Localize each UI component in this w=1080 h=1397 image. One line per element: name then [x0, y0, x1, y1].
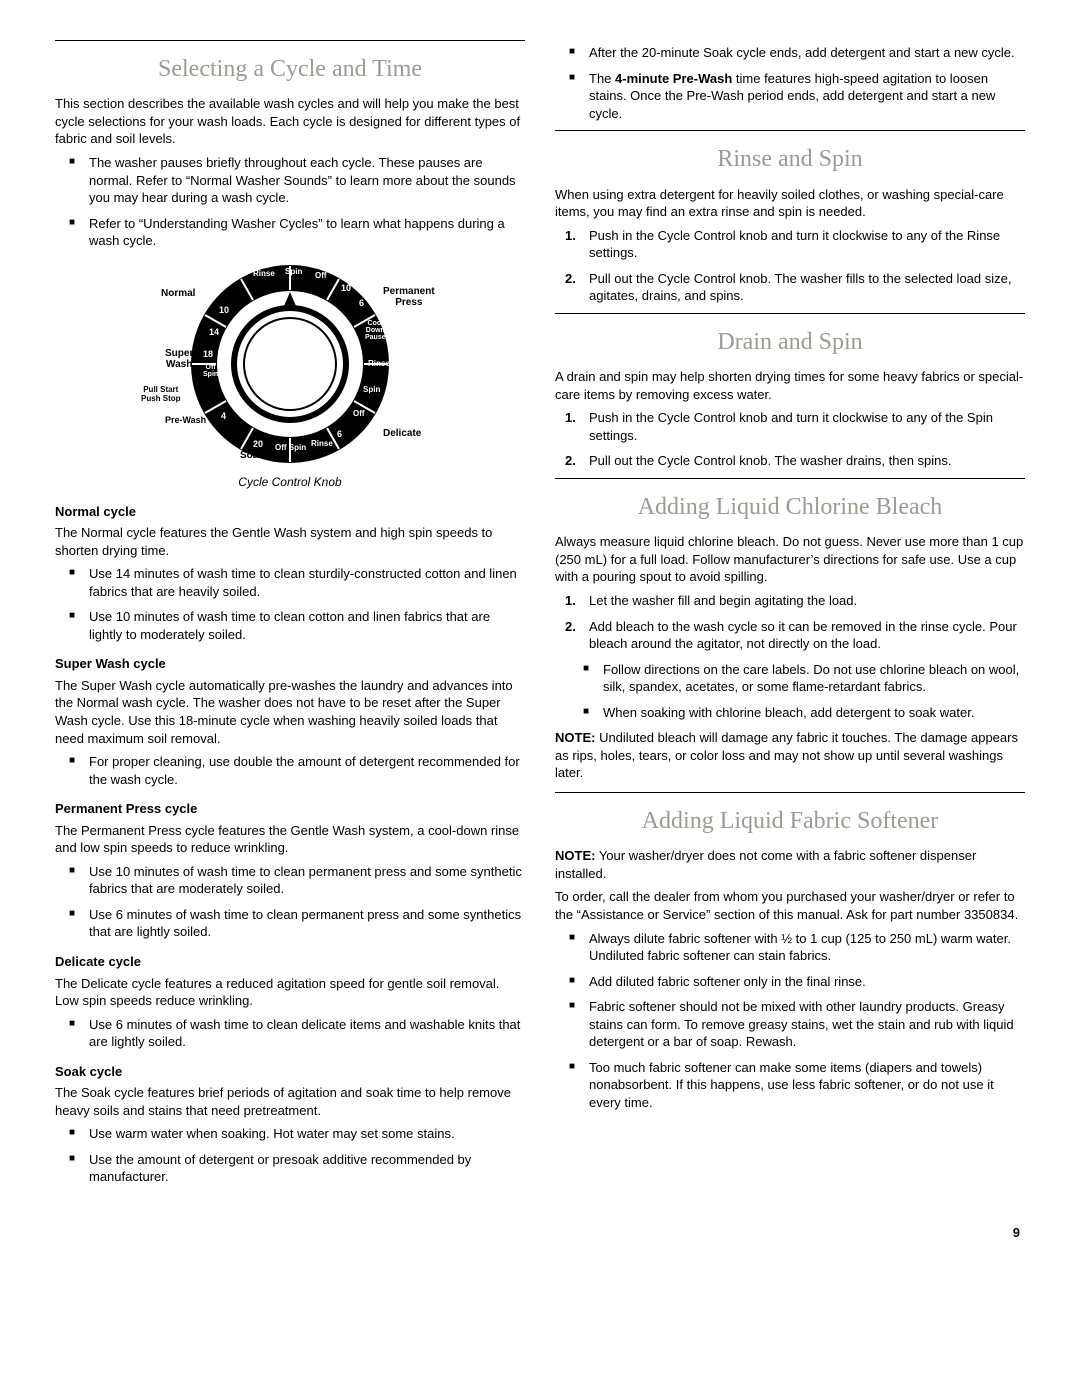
bleach-note: NOTE: Undiluted bleach will damage any f… [555, 729, 1025, 782]
dial-arc: Cool Down Pause [365, 320, 386, 341]
intro-bullets: The washer pauses briefly throughout eac… [55, 154, 525, 250]
page: Selecting a Cycle and Time This section … [0, 0, 1080, 1224]
cycle-heading: Delicate cycle [55, 953, 525, 971]
section-title-rinse-spin: Rinse and Spin [555, 143, 1025, 175]
section-title-drain-spin: Drain and Spin [555, 326, 1025, 358]
dial-arc: Spin [285, 268, 302, 277]
list-item: Fabric softener should not be mixed with… [555, 998, 1025, 1051]
list-item: Pull out the Cycle Control knob. The was… [555, 452, 1025, 470]
softener-bullets: Always dilute fabric softener with ½ to … [555, 930, 1025, 1112]
cycle-heading: Normal cycle [55, 503, 525, 521]
dial-arc: Rinse [368, 360, 390, 369]
rule [555, 478, 1025, 479]
section-para: When using extra detergent for heavily s… [555, 186, 1025, 221]
cycle-control-dial: Normal Super Wash Pull Start Push Stop P… [125, 264, 455, 464]
cycle-bullets: Use 6 minutes of wash time to clean deli… [55, 1016, 525, 1051]
list-item: Use 10 minutes of wash time to clean cot… [55, 608, 525, 643]
list-item: For proper cleaning, use double the amou… [55, 753, 525, 788]
dial-arc: Rinse [311, 440, 333, 449]
cycle-heading: Super Wash cycle [55, 655, 525, 673]
rule [555, 313, 1025, 314]
intro-bullet: The washer pauses briefly throughout eac… [55, 154, 525, 207]
list-item: Use 14 minutes of wash time to clean stu… [55, 565, 525, 600]
dial-arc: 10 [341, 284, 351, 294]
dial-arc: 20 [253, 440, 263, 450]
cycle-heading: Permanent Press cycle [55, 800, 525, 818]
list-item: Use the amount of detergent or presoak a… [55, 1151, 525, 1186]
drain-spin-steps: Push in the Cycle Control knob and turn … [555, 409, 1025, 470]
list-item: Add diluted fabric softener only in the … [555, 973, 1025, 991]
cycle-bullets: Use 10 minutes of wash time to clean per… [55, 863, 525, 941]
cycle-para: The Soak cycle features brief periods of… [55, 1084, 525, 1119]
list-item: Follow directions on the care labels. Do… [569, 661, 1025, 696]
rule [555, 792, 1025, 793]
softener-note: NOTE: Your washer/dryer does not come wi… [555, 847, 1025, 882]
section-para: A drain and spin may help shorten drying… [555, 368, 1025, 403]
cycle-para: The Delicate cycle features a reduced ag… [55, 975, 525, 1010]
dial-arc: Spin [363, 386, 380, 395]
right-column: After the 20-minute Soak cycle ends, add… [555, 40, 1025, 1194]
dial-arc: 14 [209, 328, 219, 338]
section-para: To order, call the dealer from whom you … [555, 888, 1025, 923]
list-item: Use 6 minutes of wash time to clean perm… [55, 906, 525, 941]
dial-arc: Off [353, 410, 365, 419]
list-item: The 4-minute Pre-Wash time features high… [555, 70, 1025, 123]
dial-arc: 10 [219, 306, 229, 316]
intro-bullet: Refer to “Understanding Washer Cycles” t… [55, 215, 525, 250]
list-item: Always dilute fabric softener with ½ to … [555, 930, 1025, 965]
rule [55, 40, 525, 41]
dial-label-permpress: Permanent Press [383, 286, 435, 308]
dial-arc: Off Spin [275, 444, 306, 453]
dial-figure: Normal Super Wash Pull Start Push Stop P… [55, 264, 525, 491]
dial-arc: Rinse [253, 270, 275, 279]
list-item: When soaking with chlorine bleach, add d… [569, 704, 1025, 722]
rinse-spin-steps: Push in the Cycle Control knob and turn … [555, 227, 1025, 305]
list-item: Push in the Cycle Control knob and turn … [555, 227, 1025, 262]
intro-para: This section describes the available was… [55, 95, 525, 148]
page-number: 9 [0, 1224, 1080, 1262]
section-title-softener: Adding Liquid Fabric Softener [555, 805, 1025, 837]
dial-arc: Off Spin [203, 364, 218, 378]
dial-arc: Off [315, 272, 327, 281]
dial-label-superwash: Super Wash [165, 348, 193, 370]
list-item: Add bleach to the wash cycle so it can b… [555, 618, 1025, 653]
top-continuation-bullets: After the 20-minute Soak cycle ends, add… [555, 44, 1025, 122]
dial-label-prewash: Pre-Wash [165, 416, 206, 426]
dial-arc: 4 [221, 412, 226, 422]
dial-label-normal: Normal [161, 288, 195, 299]
dial-arc: 6 [359, 299, 364, 309]
dial-label-delicate: Delicate [383, 428, 421, 439]
list-item: After the 20-minute Soak cycle ends, add… [555, 44, 1025, 62]
dial-arc: 6 [337, 430, 342, 440]
rule [555, 130, 1025, 131]
cycle-para: The Normal cycle features the Gentle Was… [55, 524, 525, 559]
list-item: Use 6 minutes of wash time to clean deli… [55, 1016, 525, 1051]
section-title-selecting: Selecting a Cycle and Time [55, 53, 525, 85]
bleach-sub-bullets: Follow directions on the care labels. Do… [569, 661, 1025, 722]
list-item: Use warm water when soaking. Hot water m… [55, 1125, 525, 1143]
cycle-para: The Permanent Press cycle features the G… [55, 822, 525, 857]
section-para: Always measure liquid chlorine bleach. D… [555, 533, 1025, 586]
list-item: Let the washer fill and begin agitating … [555, 592, 1025, 610]
cycle-bullets: Use 14 minutes of wash time to clean stu… [55, 565, 525, 643]
cycle-bullets: Use warm water when soaking. Hot water m… [55, 1125, 525, 1186]
cycle-heading: Soak cycle [55, 1063, 525, 1081]
dial-arc: 18 [203, 350, 213, 360]
cycle-para: The Super Wash cycle automatically pre-w… [55, 677, 525, 747]
cycle-bullets: For proper cleaning, use double the amou… [55, 753, 525, 788]
list-item: Pull out the Cycle Control knob. The was… [555, 270, 1025, 305]
bleach-steps: Let the washer fill and begin agitating … [555, 592, 1025, 653]
left-column: Selecting a Cycle and Time This section … [55, 40, 525, 1194]
dial-caption: Cycle Control Knob [55, 474, 525, 490]
dial-label-soak: Soak [240, 450, 264, 461]
section-title-bleach: Adding Liquid Chlorine Bleach [555, 491, 1025, 523]
list-item: Too much fabric softener can make some i… [555, 1059, 1025, 1112]
list-item: Use 10 minutes of wash time to clean per… [55, 863, 525, 898]
list-item: Push in the Cycle Control knob and turn … [555, 409, 1025, 444]
dial-label-pullstart: Pull Start Push Stop [141, 386, 181, 404]
